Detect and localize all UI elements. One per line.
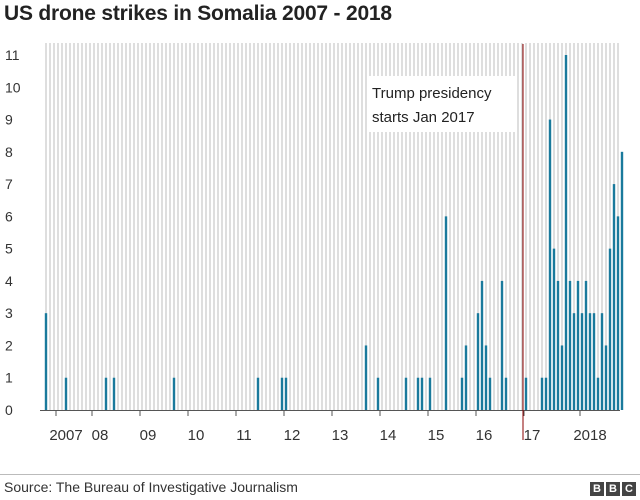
bar: [576, 280, 580, 410]
bar: [428, 377, 432, 410]
x-tick-label: 09: [140, 427, 157, 444]
gridlines: [45, 43, 619, 410]
x-tick-label: 17: [524, 427, 541, 444]
y-tick-label: 0: [5, 402, 13, 418]
x-tick-label: 11: [236, 427, 252, 444]
bar: [476, 313, 480, 410]
bar: [540, 377, 544, 410]
bar: [616, 216, 620, 410]
footer-divider: [0, 474, 640, 475]
x-tick-label: 2007: [49, 427, 82, 444]
y-tick-label: 4: [5, 273, 13, 289]
bar: [604, 345, 608, 410]
x-tick-label: 15: [428, 427, 445, 444]
bars: [44, 55, 624, 410]
bar: [568, 280, 572, 410]
bar: [112, 377, 116, 410]
bar: [524, 377, 528, 410]
x-tick-label: 2018: [573, 427, 606, 444]
bar: [256, 377, 260, 410]
bbc-logo: B B C: [590, 482, 636, 496]
y-tick-label: 9: [5, 112, 13, 128]
annotation-text: Trump presidency: [372, 85, 492, 102]
bar: [420, 377, 424, 410]
bar: [460, 377, 464, 410]
bar: [44, 313, 48, 410]
bar: [572, 313, 576, 410]
bar: [404, 377, 408, 410]
annotation-box: [367, 76, 517, 132]
bar: [592, 313, 596, 410]
y-tick-label: 8: [5, 144, 13, 160]
y-tick-label: 10: [5, 79, 21, 95]
bar: [504, 377, 508, 410]
bar: [488, 377, 492, 410]
bar: [500, 280, 504, 410]
annotation-text: starts Jan 2017: [372, 109, 475, 126]
bar: [444, 216, 448, 410]
logo-letter: B: [590, 482, 604, 496]
bar: [376, 377, 380, 410]
bar: [600, 313, 604, 410]
logo-letter: B: [606, 482, 620, 496]
y-tick-label: 2: [5, 337, 13, 353]
x-tick-label: 16: [476, 427, 493, 444]
chart-title: US drone strikes in Somalia 2007 - 2018: [4, 2, 392, 25]
bar: [552, 248, 556, 410]
bar: [564, 55, 568, 410]
x-tick-label: 13: [332, 427, 349, 444]
y-tick-label: 3: [5, 305, 13, 321]
bar: [280, 377, 284, 410]
source-note: Source: The Bureau of Investigative Jour…: [4, 479, 298, 495]
bar: [284, 377, 288, 410]
bar: [464, 345, 468, 410]
bar: [620, 151, 624, 410]
y-tick-label: 6: [5, 208, 13, 224]
y-tick-label: 11: [5, 47, 20, 63]
bar: [548, 119, 552, 410]
x-tick-label: 10: [188, 427, 205, 444]
bar: [584, 280, 588, 410]
bar: [484, 345, 488, 410]
bar: [612, 184, 616, 410]
y-tick-label: 5: [5, 241, 13, 257]
bar: [556, 280, 560, 410]
x-tick-label: 12: [284, 427, 301, 444]
bar: [364, 345, 368, 410]
bar: [608, 248, 612, 410]
bar: [416, 377, 420, 410]
bar: [104, 377, 108, 410]
bar: [580, 313, 584, 410]
logo-letter: C: [622, 482, 636, 496]
x-tick-label: 14: [380, 427, 397, 444]
bar: [588, 313, 592, 410]
annotation: Trump presidency starts Jan 2017: [367, 44, 524, 440]
y-tick-label: 1: [5, 370, 13, 386]
bar: [544, 377, 548, 410]
bar: [172, 377, 176, 410]
bar: [480, 280, 484, 410]
bar: [560, 345, 564, 410]
bar: [596, 377, 600, 410]
bar: [64, 377, 68, 410]
y-tick-label: 7: [5, 176, 13, 192]
x-tick-label: 08: [92, 427, 109, 444]
